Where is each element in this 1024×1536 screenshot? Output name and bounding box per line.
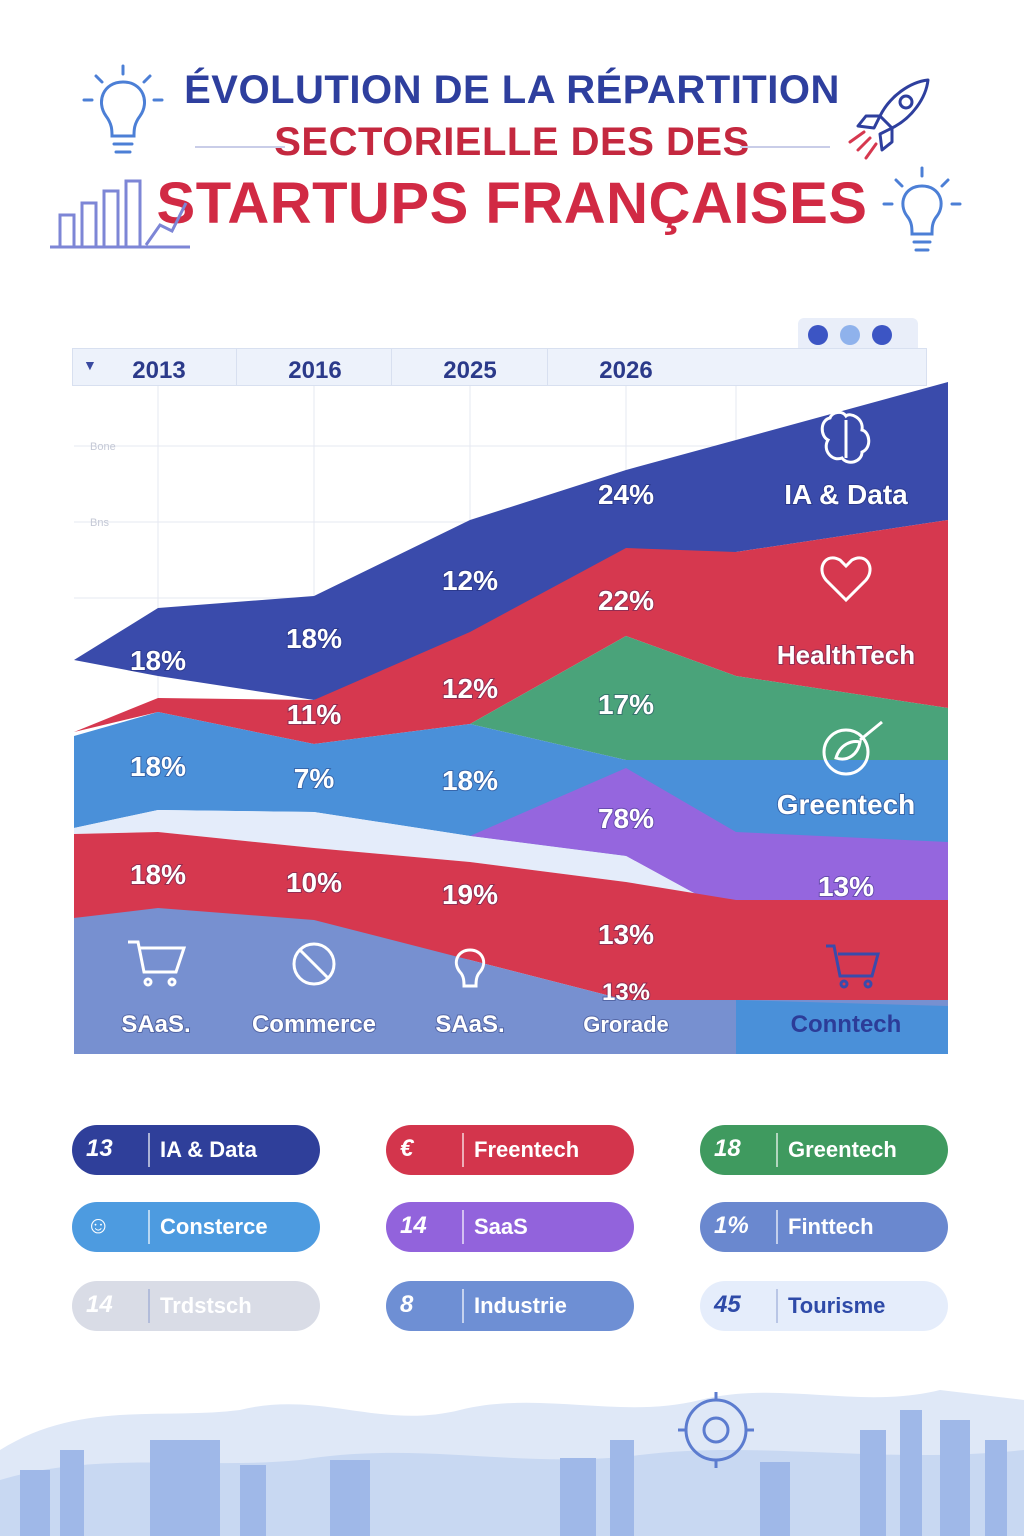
legend-label: SaaS	[474, 1214, 528, 1239]
band-label-conntech: Conntech	[791, 1011, 902, 1038]
data-label: 11%	[287, 699, 342, 730]
data-label: 7%	[294, 763, 335, 794]
legend-item[interactable]: 8 Industrie	[386, 1281, 634, 1331]
leaf-icon	[822, 720, 883, 776]
heart-icon	[820, 556, 872, 603]
lightbulb-icon	[454, 948, 486, 988]
data-label: 19%	[442, 879, 498, 910]
no-entry-icon	[292, 942, 336, 986]
stacked-area-chart: Bone Bns 18% 18% 18% 18% 11% 7% 10% 12% 12% 18% 19…	[74, 382, 948, 1054]
area-band-fintech	[74, 908, 948, 1054]
bottom-label: SAaS.	[121, 1011, 190, 1038]
tab-year[interactable]: 2026	[599, 357, 653, 384]
legend-item[interactable]: € Freentech	[386, 1125, 634, 1175]
legend-badge: ☺	[86, 1212, 111, 1239]
area-band-ia_data	[74, 382, 948, 700]
shopping-cart-icon	[826, 944, 880, 989]
legend-item[interactable]: 45 Tourisme	[700, 1281, 948, 1331]
control-dot[interactable]	[872, 325, 892, 345]
control-dot[interactable]	[840, 325, 860, 345]
legend-item[interactable]: ☺ Consterce	[72, 1202, 320, 1252]
data-label: 78%	[598, 803, 654, 834]
tab-year[interactable]: 2013	[132, 357, 186, 384]
legend-label: Greentech	[788, 1137, 897, 1162]
data-label: 22%	[598, 585, 654, 616]
divider-line-right	[740, 146, 830, 148]
legend-item[interactable]: 13 IA & Data	[72, 1125, 320, 1175]
tab-year[interactable]: 2025	[443, 357, 497, 384]
data-label: 13%	[602, 979, 650, 1006]
area-band-commerce	[736, 1000, 948, 1054]
chevron-down-icon[interactable]: ▼	[83, 357, 97, 373]
area-band-commerce	[74, 712, 948, 860]
title-line-1: ÉVOLUTION DE LA RÉPARTITION	[184, 68, 840, 112]
area-band-healthtech	[74, 520, 948, 744]
gear-icon	[678, 1392, 754, 1468]
rocket-icon	[848, 78, 930, 160]
city-skyline-illustration	[0, 1390, 1024, 1536]
data-label: 18%	[130, 859, 186, 890]
legend-label: Trdstsch	[160, 1293, 252, 1318]
divider-line-left	[195, 146, 285, 148]
axis-faint-label: Bns	[90, 517, 109, 529]
year-tab-bar: ▼ 2013 2016 2025 2026	[72, 348, 927, 387]
lightbulb-icon	[882, 166, 962, 252]
data-label: 17%	[598, 689, 654, 720]
lightbulb-icon	[82, 64, 164, 154]
bar-chart-icon	[50, 179, 190, 249]
data-label: 24%	[598, 479, 654, 510]
band-label-greentech: Greentech	[777, 789, 916, 820]
data-label: 18%	[286, 623, 342, 654]
shopping-cart-icon	[128, 940, 187, 987]
band-label-healthtech: HealthTech	[777, 640, 915, 670]
legend-label: Industrie	[474, 1293, 567, 1318]
legend-item[interactable]: 14 Trdstsch	[72, 1281, 320, 1331]
window-controls	[798, 318, 918, 350]
legend-badge: 18	[714, 1135, 741, 1162]
data-label: 13%	[818, 871, 874, 902]
band-label-ia-data: IA & Data	[784, 479, 908, 510]
data-label: 18%	[130, 645, 186, 676]
legend-badge: 1%	[714, 1212, 749, 1239]
control-dot[interactable]	[808, 325, 828, 345]
legend-label: Freentech	[474, 1137, 580, 1162]
legend-badge: 45	[714, 1291, 741, 1318]
legend-item[interactable]: 1% Finttech	[700, 1202, 948, 1252]
bottom-label: SAaS.	[435, 1011, 504, 1038]
legend-badge: 14	[400, 1212, 427, 1239]
data-label: 12%	[442, 673, 498, 704]
legend-badge: 13	[86, 1135, 113, 1162]
legend-badge: 14	[86, 1291, 113, 1318]
title-line-2: SECTORIELLE DES DES	[274, 120, 750, 164]
axis-faint-label: Bone	[90, 441, 116, 453]
area-band-saas	[470, 768, 948, 928]
legend-item[interactable]: 14 SaaS	[386, 1202, 634, 1252]
legend-item[interactable]: 18 Greentech	[700, 1125, 948, 1175]
bottom-label: Grorade	[583, 1012, 669, 1037]
data-label: 10%	[286, 867, 342, 898]
legend-badge: 8	[400, 1291, 414, 1318]
data-label: 18%	[130, 751, 186, 782]
legend-label: Consterce	[160, 1214, 268, 1239]
tab-year[interactable]: 2016	[288, 357, 342, 384]
title-line-3: STARTUPS FRANÇAISES	[156, 171, 868, 236]
data-label: 13%	[598, 919, 654, 950]
legend-badge: €	[400, 1135, 414, 1162]
brain-icon	[820, 410, 871, 464]
legend-label: Finttech	[788, 1214, 874, 1239]
data-label: 18%	[442, 765, 498, 796]
data-label: 12%	[442, 565, 498, 596]
bottom-label: Commerce	[252, 1011, 376, 1038]
area-band-healthtech	[74, 832, 948, 1000]
legend-label: Tourisme	[788, 1293, 886, 1318]
legend-label: IA & Data	[160, 1137, 257, 1162]
